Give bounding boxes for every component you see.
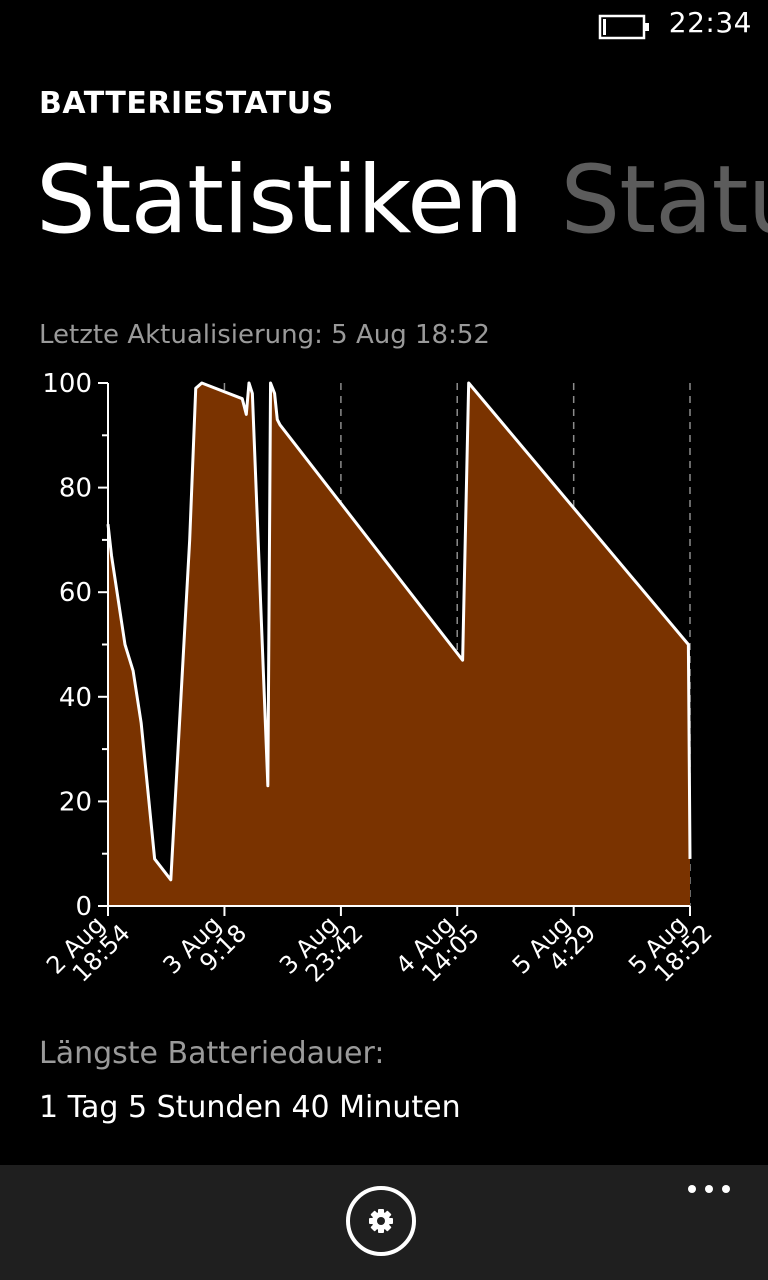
- ellipsis-icon: [688, 1185, 696, 1193]
- clock: 22:34: [668, 6, 752, 39]
- status-bar: 22:34: [0, 0, 768, 50]
- gear-icon: [369, 1209, 393, 1233]
- y-tick-label: 0: [75, 892, 92, 922]
- y-tick-label: 20: [59, 787, 92, 817]
- y-tick-label: 100: [42, 369, 92, 399]
- y-tick-label: 60: [59, 578, 92, 608]
- x-tick-label: 5 Aug4:29: [507, 902, 602, 997]
- longest-duration-value: 1 Tag 5 Stunden 40 Minuten: [39, 1090, 461, 1125]
- area-fill: [108, 383, 690, 906]
- x-tick-label: 4 Aug14:05: [390, 902, 485, 997]
- y-tick-label: 80: [59, 474, 92, 504]
- tab-statistiken[interactable]: Statistiken: [36, 146, 524, 255]
- x-tick-label: 5 Aug18:52: [623, 902, 718, 997]
- settings-button[interactable]: [346, 1186, 416, 1256]
- battery-icon: [598, 14, 649, 40]
- x-tick-label: 2 Aug18:54: [41, 902, 136, 997]
- pivot-headers: Statistiken Status: [36, 142, 768, 262]
- last-update-text: Letzte Aktualisierung: 5 Aug 18:52: [39, 320, 490, 350]
- app-bar: [0, 1165, 768, 1280]
- x-tick-label: 3 Aug23:42: [274, 902, 369, 997]
- app-title: BATTERIESTATUS: [39, 86, 334, 121]
- series-line: [106, 381, 692, 882]
- x-tick-label: 3 Aug9:18: [158, 902, 253, 997]
- longest-duration-label: Längste Batteriedauer:: [39, 1036, 385, 1071]
- tab-status[interactable]: Status: [560, 146, 768, 255]
- battery-chart: 0 20 40 60 80 100 2 Aug18:54 3 Aug9:18 3 Aug23:4…: [41, 369, 718, 997]
- more-options-button[interactable]: [684, 1177, 734, 1201]
- y-tick-label: 40: [59, 683, 92, 713]
